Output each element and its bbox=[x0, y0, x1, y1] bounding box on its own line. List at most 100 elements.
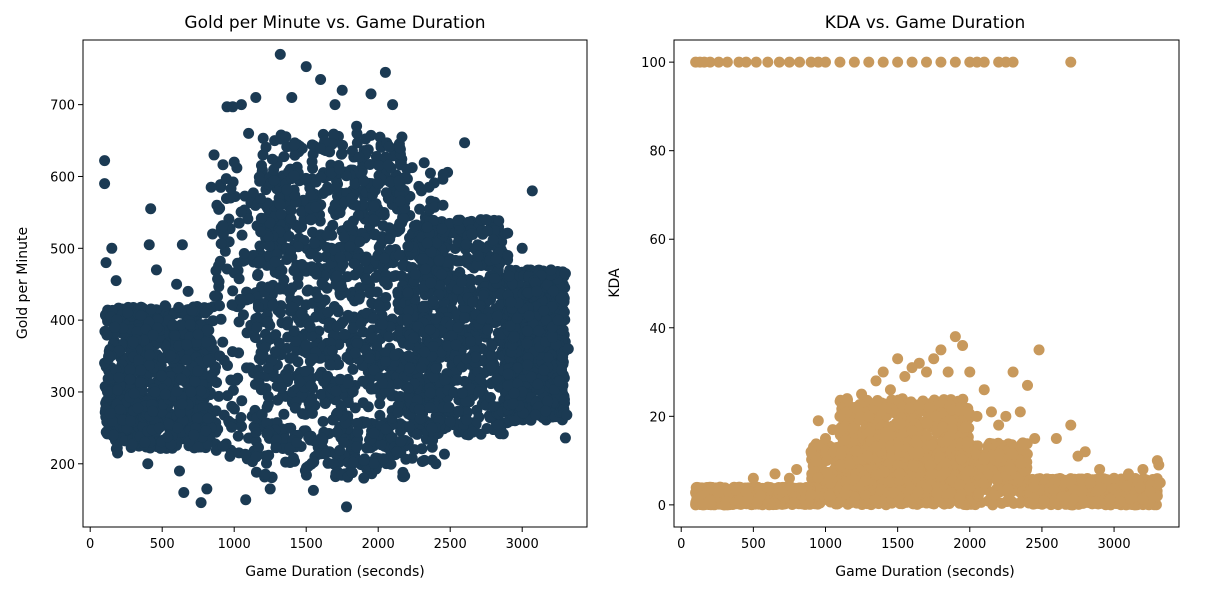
data-point bbox=[872, 395, 884, 407]
data-point bbox=[352, 209, 364, 221]
data-point bbox=[261, 401, 273, 413]
data-point bbox=[287, 452, 299, 464]
data-point bbox=[844, 458, 856, 470]
data-point bbox=[294, 376, 306, 388]
data-point bbox=[1005, 464, 1017, 476]
data-point bbox=[509, 415, 521, 427]
data-point bbox=[304, 321, 316, 333]
data-point bbox=[257, 132, 269, 144]
data-point bbox=[415, 362, 427, 374]
data-point bbox=[209, 290, 221, 302]
data-point bbox=[207, 228, 219, 240]
data-point bbox=[306, 407, 318, 419]
data-point bbox=[307, 484, 319, 496]
data-point bbox=[364, 352, 376, 364]
data-point bbox=[437, 199, 449, 211]
data-point bbox=[270, 434, 282, 446]
data-point bbox=[327, 219, 339, 231]
data-point bbox=[347, 456, 359, 468]
data-point bbox=[182, 285, 194, 297]
data-point bbox=[993, 448, 1005, 460]
data-point bbox=[319, 448, 331, 460]
data-point bbox=[331, 426, 343, 438]
data-point bbox=[394, 195, 406, 207]
data-point bbox=[339, 328, 351, 340]
data-point bbox=[472, 250, 484, 262]
data-point bbox=[424, 387, 436, 399]
data-point bbox=[416, 456, 428, 468]
data-point bbox=[523, 310, 535, 322]
data-point bbox=[301, 285, 313, 297]
data-point bbox=[361, 442, 373, 454]
data-point bbox=[199, 307, 211, 319]
data-point bbox=[395, 435, 407, 447]
data-point bbox=[282, 372, 294, 384]
data-point bbox=[426, 422, 438, 434]
data-point bbox=[522, 325, 534, 337]
data-point bbox=[480, 214, 492, 226]
data-point bbox=[482, 324, 494, 336]
data-point bbox=[250, 426, 262, 438]
data-point bbox=[261, 417, 273, 429]
data-point bbox=[106, 242, 118, 254]
data-point bbox=[214, 255, 226, 267]
data-point bbox=[214, 350, 226, 362]
data-point bbox=[377, 453, 389, 465]
data-point bbox=[327, 414, 339, 426]
data-point bbox=[329, 199, 341, 211]
data-point bbox=[233, 217, 245, 229]
data-point bbox=[451, 374, 463, 386]
data-point bbox=[201, 483, 213, 495]
data-point bbox=[330, 182, 342, 194]
data-point bbox=[1006, 448, 1018, 460]
data-point bbox=[380, 347, 392, 359]
data-point bbox=[305, 214, 317, 226]
chart-gold-per-minute: Gold per Minute vs. Game Duration 0 500 10… bbox=[15, 13, 588, 580]
data-point bbox=[345, 192, 357, 204]
data-point bbox=[334, 251, 346, 263]
data-point bbox=[195, 385, 207, 397]
scatter-points bbox=[690, 56, 1166, 511]
data-point bbox=[409, 268, 421, 280]
data-point bbox=[347, 322, 359, 334]
data-point bbox=[503, 270, 515, 282]
data-point bbox=[283, 230, 295, 242]
data-point bbox=[336, 147, 348, 159]
data-point bbox=[379, 276, 391, 288]
data-point bbox=[341, 501, 353, 513]
data-point bbox=[522, 359, 534, 371]
data-point bbox=[425, 277, 437, 289]
data-point bbox=[364, 287, 376, 299]
chart-title: KDA vs. Game Duration bbox=[825, 13, 1026, 33]
data-point bbox=[289, 189, 301, 201]
data-point bbox=[421, 237, 433, 249]
data-point bbox=[110, 275, 122, 287]
data-point bbox=[314, 143, 326, 155]
data-point bbox=[373, 159, 385, 171]
data-point bbox=[317, 416, 329, 428]
data-point bbox=[342, 309, 354, 321]
data-point bbox=[954, 479, 966, 491]
data-point bbox=[931, 487, 943, 499]
data-point bbox=[281, 253, 293, 265]
data-point bbox=[288, 265, 300, 277]
data-point bbox=[538, 364, 550, 376]
data-point bbox=[887, 486, 899, 498]
data-point bbox=[364, 158, 376, 170]
data-point bbox=[456, 387, 468, 399]
data-point bbox=[370, 271, 382, 283]
data-point bbox=[334, 163, 346, 175]
data-point bbox=[192, 365, 204, 377]
data-point bbox=[322, 306, 334, 318]
data-point bbox=[288, 325, 300, 337]
data-point bbox=[104, 408, 116, 420]
data-point bbox=[921, 497, 933, 509]
data-point bbox=[394, 325, 406, 337]
data-point bbox=[413, 403, 425, 415]
data-point bbox=[305, 248, 317, 260]
data-point bbox=[547, 285, 559, 297]
data-point bbox=[285, 213, 297, 225]
data-point bbox=[438, 448, 450, 460]
data-point bbox=[274, 48, 286, 60]
